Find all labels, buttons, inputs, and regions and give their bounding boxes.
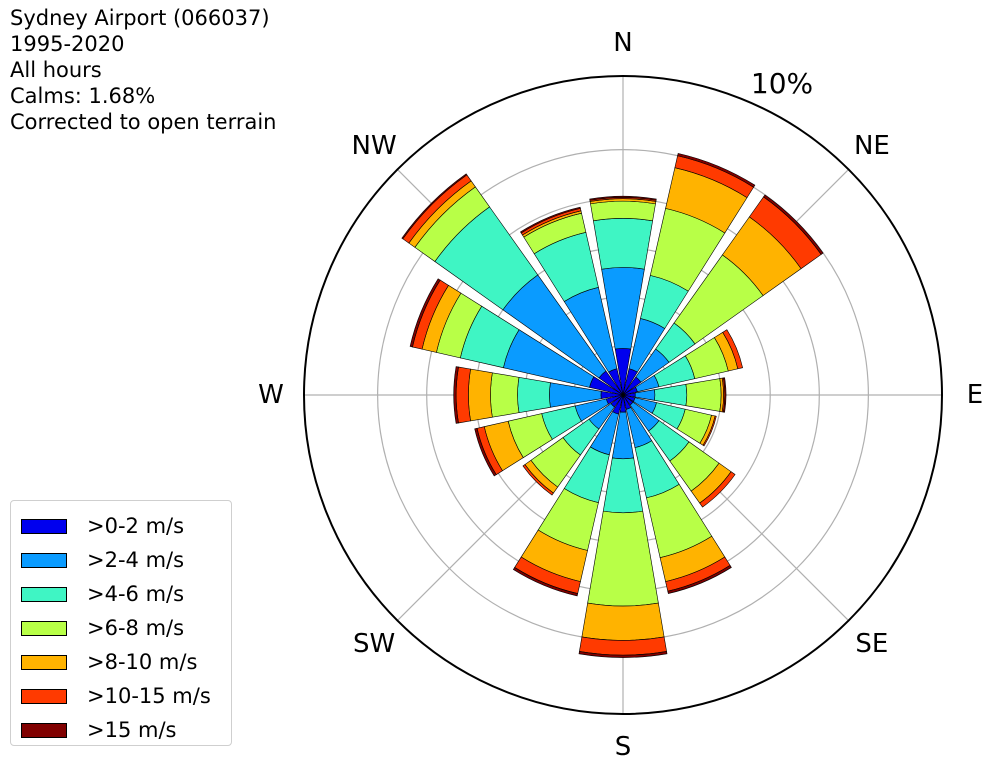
direction-label-e: E bbox=[967, 380, 983, 410]
direction-bar-wsw bbox=[474, 394, 624, 477]
bar-segment bbox=[685, 378, 722, 412]
direction-label-s: S bbox=[615, 732, 632, 762]
direction-label-nw: NW bbox=[352, 131, 397, 161]
bar-segment bbox=[409, 278, 441, 348]
legend-label: >6-8 m/s bbox=[87, 616, 185, 640]
hours-label: All hours bbox=[10, 58, 102, 82]
terrain-note: Corrected to open terrain bbox=[10, 110, 277, 134]
direction-bar-sw bbox=[522, 394, 624, 496]
bar-segment bbox=[654, 383, 688, 407]
legend-item: >6-8 m/s bbox=[21, 611, 231, 645]
bar-segment bbox=[763, 194, 824, 255]
bar-segment bbox=[699, 471, 736, 508]
direction-label-n: N bbox=[613, 28, 632, 58]
bar-segment bbox=[677, 153, 756, 188]
direction-bar-s bbox=[578, 394, 668, 658]
chart-header: Sydney Airport (066037) 1995-2020 All ho… bbox=[10, 5, 276, 135]
legend-swatch bbox=[21, 654, 67, 670]
bar-segment bbox=[581, 602, 665, 641]
bar-segment bbox=[722, 329, 743, 370]
direction-bar-n bbox=[589, 195, 657, 396]
bar-segment bbox=[593, 218, 653, 270]
legend-item: >4-6 m/s bbox=[21, 577, 231, 611]
bar-segment bbox=[587, 510, 659, 607]
legend-label: >10-15 m/s bbox=[87, 684, 211, 708]
bar-segment bbox=[401, 173, 468, 240]
legend-label: >2-4 m/s bbox=[87, 548, 185, 572]
legend-swatch bbox=[21, 688, 67, 704]
ring-label: 10% bbox=[751, 67, 813, 100]
bar-segment bbox=[520, 206, 581, 234]
legend-label: >8-10 m/s bbox=[87, 650, 198, 674]
speed-legend: >0-2 m/s >2-4 m/s >4-6 m/s >6-8 m/s >8-10 m/… bbox=[10, 500, 232, 746]
direction-bar-ne bbox=[622, 194, 824, 396]
legend-item: >8-10 m/s bbox=[21, 645, 231, 679]
legend-swatch bbox=[21, 518, 67, 534]
direction-label-se: SE bbox=[855, 629, 888, 659]
direction-bar-e bbox=[622, 377, 727, 413]
direction-bar-ssw bbox=[512, 394, 624, 597]
outer-ring bbox=[303, 75, 943, 715]
legend-label: >4-6 m/s bbox=[87, 582, 185, 606]
bar-segment bbox=[512, 567, 579, 597]
period-label: 1995-2020 bbox=[10, 32, 125, 56]
direction-bar-wnw bbox=[409, 278, 624, 396]
direction-label-w: W bbox=[258, 380, 284, 410]
bar-segment bbox=[723, 377, 727, 413]
bar-segment bbox=[590, 200, 656, 222]
direction-bar-ese bbox=[622, 394, 717, 447]
legend-label: >15 m/s bbox=[87, 718, 177, 742]
direction-bar-nne bbox=[622, 153, 756, 396]
bar-segment bbox=[455, 366, 471, 424]
legend-item: >15 m/s bbox=[21, 713, 231, 747]
direction-label-ne: NE bbox=[854, 131, 890, 161]
direction-bar-sse bbox=[622, 394, 732, 594]
direction-bar-w bbox=[453, 366, 624, 424]
bar-segment bbox=[517, 376, 551, 414]
bar-segment bbox=[490, 372, 520, 418]
bar-segment bbox=[589, 195, 657, 201]
legend-swatch bbox=[21, 586, 67, 602]
bar-segment bbox=[702, 415, 717, 447]
bar-segment bbox=[453, 366, 459, 424]
station-title: Sydney Airport (066037) bbox=[10, 6, 270, 30]
legend-item: >10-15 m/s bbox=[21, 679, 231, 713]
legend-label: >0-2 m/s bbox=[87, 514, 185, 538]
bar-segment bbox=[602, 457, 644, 514]
legend-swatch bbox=[21, 620, 67, 636]
bar-segment bbox=[667, 564, 732, 594]
direction-bar-se bbox=[622, 394, 736, 508]
legend-item: >2-4 m/s bbox=[21, 543, 231, 577]
direction-label-sw: SW bbox=[353, 629, 395, 659]
direction-bar-nnw bbox=[520, 206, 624, 396]
bar-segment bbox=[522, 464, 554, 496]
legend-swatch bbox=[21, 722, 67, 738]
legend-swatch bbox=[21, 552, 67, 568]
legend-item: >0-2 m/s bbox=[21, 509, 231, 543]
bar-segment bbox=[468, 368, 493, 422]
direction-bar-nw bbox=[401, 173, 624, 396]
wind-bars bbox=[401, 153, 824, 658]
calms-label: Calms: 1.68% bbox=[10, 84, 156, 108]
bar-segment bbox=[474, 427, 497, 477]
bar-segment bbox=[578, 651, 668, 658]
